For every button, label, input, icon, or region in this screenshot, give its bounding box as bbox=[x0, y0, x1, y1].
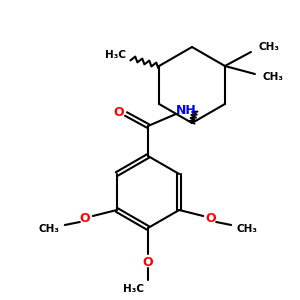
Text: CH₃: CH₃ bbox=[38, 224, 59, 234]
Text: H₃C: H₃C bbox=[105, 50, 126, 60]
Text: O: O bbox=[114, 106, 124, 118]
Text: CH₃: CH₃ bbox=[237, 224, 258, 234]
Text: O: O bbox=[143, 256, 153, 268]
Text: H₃C: H₃C bbox=[122, 284, 143, 294]
Text: CH₃: CH₃ bbox=[262, 72, 284, 82]
Text: O: O bbox=[206, 212, 217, 226]
Text: NH: NH bbox=[176, 104, 197, 118]
Text: CH₃: CH₃ bbox=[258, 42, 279, 52]
Text: O: O bbox=[80, 212, 90, 226]
